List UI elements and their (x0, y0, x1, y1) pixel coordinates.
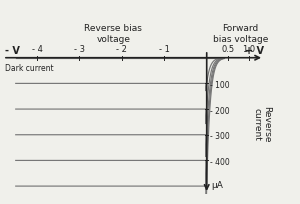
Text: Reverse
current: Reverse current (252, 106, 272, 143)
Text: Forward
bias voltage: Forward bias voltage (213, 24, 268, 44)
Text: Reverse bias
voltage: Reverse bias voltage (84, 24, 142, 44)
Text: Dark current: Dark current (5, 64, 54, 73)
Text: - V: - V (5, 46, 20, 56)
Text: μA: μA (211, 181, 223, 190)
Text: - 400: - 400 (210, 158, 230, 167)
Text: 1.0: 1.0 (243, 45, 256, 54)
Text: - 3: - 3 (74, 45, 85, 54)
Text: - 300: - 300 (210, 132, 230, 141)
Text: - 4: - 4 (32, 45, 42, 54)
Text: 0.5: 0.5 (221, 45, 235, 54)
Text: - 2: - 2 (116, 45, 127, 54)
Text: - 200: - 200 (210, 106, 229, 115)
Text: + V: + V (245, 46, 264, 56)
Text: - 1: - 1 (159, 45, 170, 54)
Text: - 100: - 100 (210, 81, 229, 90)
